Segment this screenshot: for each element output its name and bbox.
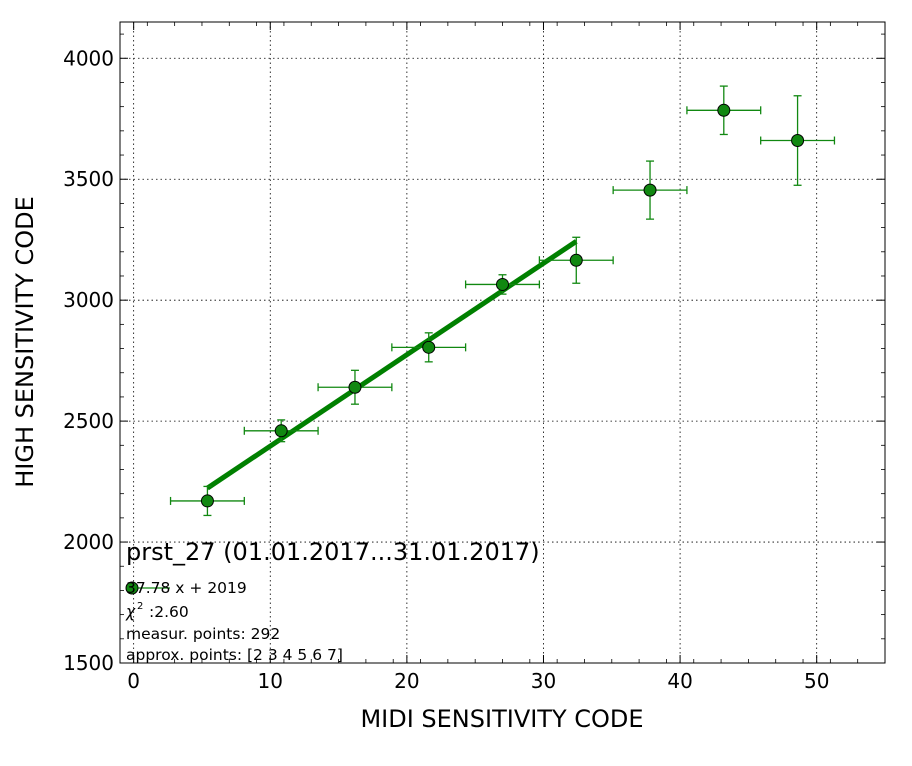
data-point (200, 494, 214, 508)
data-point-group (612, 160, 688, 220)
data-point-group (686, 85, 762, 136)
fit-line-group (206, 239, 578, 491)
legend-fit-equation: 37.78 x + 2019 (126, 579, 247, 597)
x-tick-label: 50 (804, 669, 829, 693)
legend: 37.78 x + 2019 χ 2 :2.60 measur. points:… (125, 579, 343, 664)
fit-line (206, 239, 578, 491)
y-tick-label: 2000 (63, 530, 114, 554)
legend-chi-symbol: χ (125, 603, 136, 621)
legend-marker (125, 581, 139, 595)
data-point (791, 134, 805, 148)
data-point-group (760, 95, 836, 186)
legend-measured-points: measur. points: 292 (126, 625, 280, 643)
chart-title: prst_27 (01.01.2017...31.01.2017) (126, 538, 540, 566)
grid (120, 22, 885, 664)
data-point (643, 183, 657, 197)
data-points (169, 85, 836, 517)
x-tick-label: 30 (531, 669, 556, 693)
x-tick-label: 40 (667, 669, 692, 693)
axis-ticks (119, 22, 886, 664)
y-tick-label: 3000 (63, 288, 114, 312)
y-axis-label: HIGH SENSITIVITY CODE (11, 196, 39, 488)
x-axis-label: MIDI SENSITIVITY CODE (360, 705, 643, 733)
data-point-group (317, 369, 393, 405)
data-point-group (169, 485, 245, 517)
data-point-group (538, 236, 614, 284)
legend-chi-square: :2.60 (149, 603, 189, 621)
data-point (422, 340, 436, 354)
x-tick-label: 10 (258, 669, 283, 693)
data-point-group (243, 419, 319, 443)
tick-labels: 0 10 20 30 40 50 1500 2000 2500 3000 3500 4000 (63, 46, 829, 693)
plot-frame (119, 21, 886, 664)
data-point (274, 424, 288, 438)
x-tick-label: 20 (394, 669, 419, 693)
data-point (569, 253, 583, 267)
data-point-group (391, 332, 467, 363)
x-tick-label: 0 (127, 669, 140, 693)
legend-chi-square-exponent: 2 (137, 601, 143, 612)
data-point-group (464, 274, 541, 295)
data-point (348, 380, 362, 394)
y-tick-label: 2500 (63, 409, 114, 433)
data-point (717, 103, 731, 117)
y-tick-label: 1500 (63, 651, 114, 675)
y-tick-label: 3500 (63, 167, 114, 191)
legend-approx-points: approx. points: [2 3 4 5 6 7] (126, 646, 343, 664)
y-tick-label: 4000 (63, 46, 114, 70)
data-point (496, 277, 509, 291)
